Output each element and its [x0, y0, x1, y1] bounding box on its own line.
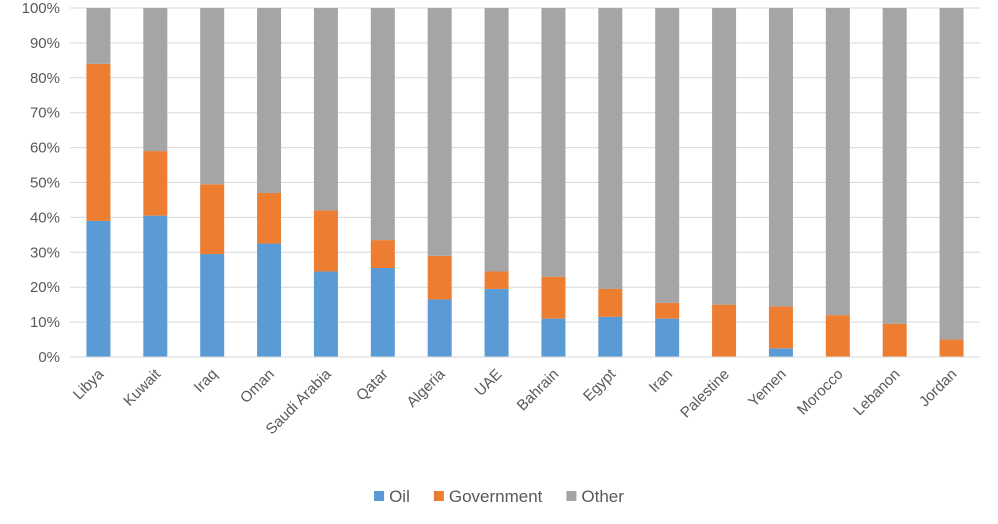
x-category-label: Egypt [580, 365, 620, 405]
bar-other-lebanon [882, 8, 907, 324]
bar-other-saudi-arabia [313, 8, 338, 211]
y-tick-label: 30% [30, 244, 60, 261]
bar-oil-algeria [427, 299, 452, 357]
bar-government-jordan [939, 339, 964, 357]
bar-other-uae [484, 8, 509, 272]
bar-oil-bahrain [541, 318, 566, 357]
bar-oil-oman [257, 243, 282, 357]
y-axis-tick-labels: 0% 10% 20% 30% 40% 50% 60% 70% 80% 90% 100% [22, 0, 60, 366]
bar-other-kuwait [143, 8, 168, 152]
bar-other-bahrain [541, 8, 566, 277]
bar-oil-egypt [598, 316, 623, 357]
x-category-label: Libya [70, 365, 108, 403]
x-category-label: Iraq [191, 366, 221, 396]
bar-government-bahrain [541, 276, 566, 319]
x-category-label: Palestine [677, 366, 733, 422]
bar-oil-iran [655, 318, 680, 357]
x-category-label: Iran [646, 366, 676, 396]
bar-government-kuwait [143, 151, 168, 216]
y-tick-label: 50% [30, 175, 60, 192]
bar-other-iran [655, 8, 680, 303]
y-tick-label: 0% [38, 349, 60, 366]
bar-government-palestine [712, 304, 737, 357]
x-category-label: Jordan [916, 366, 960, 410]
bar-other-morocco [825, 8, 850, 316]
legend-swatch-oil [374, 491, 385, 501]
legend: Oil Government Other [374, 487, 624, 506]
bar-government-lebanon [882, 323, 907, 357]
bar-oil-uae [484, 288, 509, 357]
x-category-label: UAE [472, 366, 506, 400]
bar-government-iraq [200, 184, 225, 255]
bar-government-morocco [825, 315, 850, 357]
x-category-label: Algeria [403, 365, 449, 411]
legend-label: Oil [389, 487, 410, 506]
y-tick-label: 80% [30, 70, 60, 87]
y-tick-label: 70% [30, 105, 60, 122]
bar-other-algeria [427, 8, 452, 256]
bar-other-iraq [200, 8, 225, 185]
x-category-label: Kuwait [120, 365, 164, 409]
bar-other-oman [257, 8, 282, 193]
y-tick-label: 10% [30, 314, 60, 331]
bar-government-qatar [370, 240, 395, 269]
bar-government-algeria [427, 255, 452, 300]
bar-oil-yemen [768, 348, 793, 357]
legend-swatch-government [433, 491, 444, 501]
bar-other-egypt [598, 8, 623, 289]
x-category-label: Bahrain [514, 366, 563, 415]
bar-oil-qatar [370, 268, 395, 357]
legend-swatch-other [566, 491, 577, 501]
x-category-label: Qatar [353, 366, 392, 405]
bar-government-saudi-arabia [313, 210, 338, 272]
y-tick-label: 20% [30, 279, 60, 296]
x-category-label: Yemen [745, 366, 790, 411]
bar-other-qatar [370, 8, 395, 241]
bar-other-palestine [712, 8, 737, 305]
legend-label: Government [449, 487, 543, 506]
bar-oil-libya [86, 220, 111, 357]
bar-other-yemen [768, 8, 793, 307]
x-category-label: Lebanon [850, 366, 903, 419]
x-category-label: Oman [237, 366, 278, 407]
bar-government-egypt [598, 288, 623, 317]
bar-government-iran [655, 302, 680, 319]
bar-oil-iraq [200, 254, 225, 357]
y-tick-label: 40% [30, 209, 60, 226]
bar-government-oman [257, 192, 282, 244]
bar-other-jordan [939, 8, 964, 340]
legend-label: Other [581, 487, 624, 506]
bar-other-libya [86, 8, 111, 64]
y-tick-label: 100% [22, 0, 60, 17]
bar-oil-saudi-arabia [313, 271, 338, 357]
bars [86, 8, 964, 357]
bar-government-yemen [768, 306, 793, 349]
y-tick-label: 60% [30, 140, 60, 157]
bar-government-libya [86, 63, 111, 221]
x-category-label: Morocco [794, 366, 847, 419]
bar-government-uae [484, 271, 509, 289]
y-tick-label: 90% [30, 35, 60, 52]
bar-oil-kuwait [143, 215, 168, 357]
